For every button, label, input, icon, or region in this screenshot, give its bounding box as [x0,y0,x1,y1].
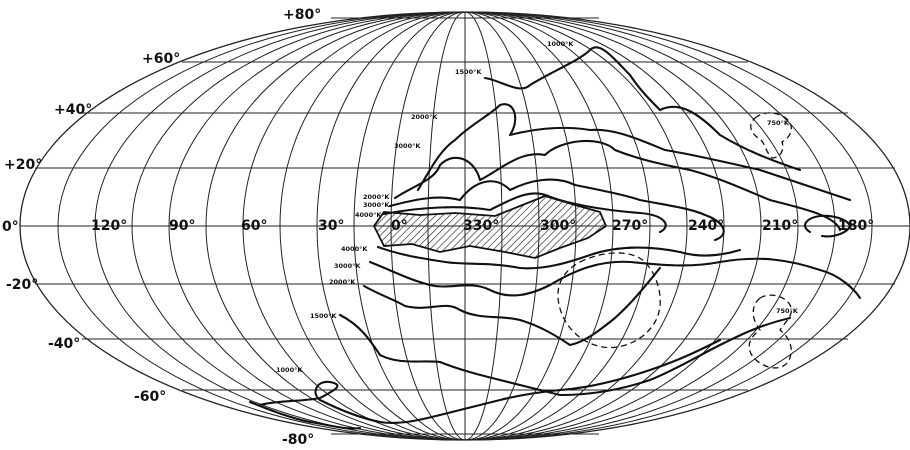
lat-label-minus-20: -20° [6,277,38,293]
contour-1000K-right-loop [804,214,852,238]
contour-label-1000k-lower: 1000°K [276,366,303,374]
latitude-labels: +80° +60° +40° +20° 0° -20° -40° -60° -8… [2,7,321,448]
lon-label-90: 90° [169,218,195,234]
lon-label-210: 210° [762,218,798,234]
contour-labels: 1000°K 1500°K 2000°K 3000°K 2000°K 3000°… [276,40,799,374]
temperature-contours [248,46,862,430]
lat-label-minus-60: -60° [134,389,166,405]
lon-label-300: 300° [540,218,576,234]
lat-label-minus-80: -80° [282,432,314,448]
contour-label-2000k-top: 2000°K [411,113,438,121]
contour-2000K-lower [362,266,662,347]
contour-label-1500k-top: 1500°K [455,68,482,76]
dashed-contours [557,112,792,369]
contour-label-2000k-mid: 2000°K [363,193,390,201]
hatched-region [372,195,608,259]
contour-label-3000k-lower: 3000°K [334,262,361,270]
contour-label-3000k-top: 3000°K [394,142,421,150]
lon-label-240: 240° [688,218,724,234]
contour-1000K-lower [258,338,722,424]
lat-label-0: 0° [2,219,19,235]
contour-4000K-lower [376,245,742,270]
contour-label-1000k-top: 1000°K [547,40,574,48]
dashed-region-upper-right [750,112,792,159]
lon-label-180: 180° [838,218,874,234]
lat-label-minus-40: -40° [48,336,80,352]
contour-2000K-upper [393,139,842,232]
contour-label-3000k-mid: 3000°K [363,201,390,209]
contour-1000K-corner [248,400,362,430]
contour-4000K-upper [382,192,667,234]
lon-label-0: 0° [391,218,408,234]
contour-3000K-upper [388,178,725,242]
contour-1000K-upper [483,46,802,172]
contour-label-750k-upper: 750°K [767,119,790,127]
lon-label-30: 30° [318,218,344,234]
contour-label-1500k-lower: 1500°K [310,312,337,320]
lon-label-270: 270° [612,218,648,234]
contour-1500K-upper [416,103,852,202]
longitude-labels: 120° 90° 60° 30° 0° 330° 300° 270° 240° … [91,218,874,234]
contour-label-4000k-upper: 4000°K [355,211,382,219]
contour-label-4000k-lower: 4000°K [341,245,368,253]
lon-label-60: 60° [241,218,267,234]
dashed-region-center [557,252,661,349]
lon-label-330: 330° [463,218,499,234]
contour-label-750k-lower: 750°K [776,307,799,315]
contour-label-2000k-lower: 2000°K [329,278,356,286]
lat-label-plus-40: +40° [54,102,92,118]
lon-label-120: 120° [91,218,127,234]
lat-label-plus-60: +60° [142,51,180,67]
lat-label-plus-80: +80° [283,7,321,23]
contour-3000K-lower [368,257,862,300]
lat-label-plus-20: +20° [4,157,42,173]
dashed-region-lower-right [748,294,792,369]
